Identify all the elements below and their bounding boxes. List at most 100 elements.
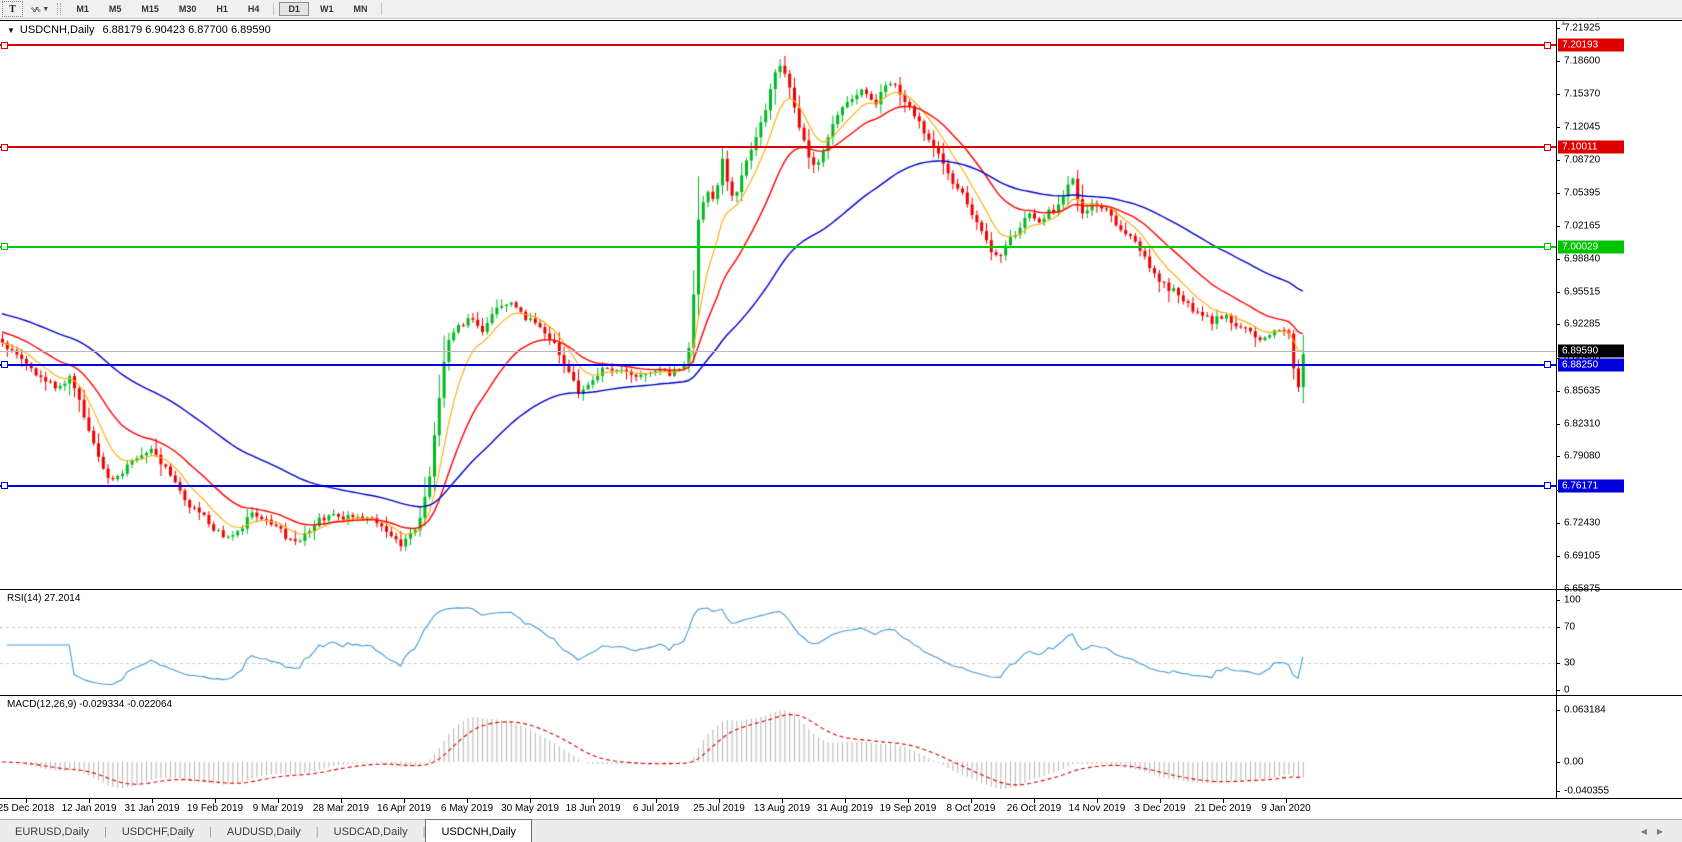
timeframe-button-m15[interactable]: M15 <box>141 4 159 14</box>
time-tick-mark <box>341 799 342 803</box>
price-tick-mark <box>1556 522 1560 524</box>
rsi-tick-mark <box>1556 663 1560 664</box>
time-axis-label: 9 Jan 2020 <box>1261 803 1311 814</box>
hline-support-lower[interactable] <box>0 484 1556 487</box>
tab-usdcad[interactable]: USDCAD,Daily <box>333 825 408 838</box>
collapse-chevron-icon[interactable]: ▼ <box>7 26 15 35</box>
time-axis-label: 13 Aug 2019 <box>753 803 811 814</box>
current-price-line <box>0 351 1556 353</box>
macd-indicator-label: MACD(12,26,9) -0.029334 -0.022064 <box>7 699 173 710</box>
time-tick-mark <box>656 799 657 803</box>
level-badge-7-10011: 7.10011 <box>1558 140 1624 154</box>
time-axis-label: 31 Jan 2019 <box>124 803 180 814</box>
arrow-objects-button[interactable]: ⇘⇖ ▼ <box>27 2 52 16</box>
hline-support-upper-handle[interactable] <box>1544 361 1551 369</box>
time-tick-mark <box>215 799 216 803</box>
timeframe-button-w1[interactable]: W1 <box>319 4 334 14</box>
timeframe-button-h4[interactable]: H4 <box>247 4 260 14</box>
hline-resistance-upper-handle[interactable] <box>1544 41 1551 49</box>
timeframe-button-d1[interactable]: D1 <box>279 2 309 16</box>
price-tick-label: 7.12045 <box>1564 121 1601 133</box>
hline-resistance-lower-handle[interactable] <box>1 143 8 151</box>
tab-usdchf[interactable]: USDCHF,Daily <box>121 825 194 838</box>
tab-separator: | <box>103 825 107 838</box>
timeframe-button-m1[interactable]: M1 <box>76 4 89 14</box>
time-tick-mark <box>593 799 594 803</box>
time-tick-mark <box>719 799 720 803</box>
macd-tick-mark <box>1556 762 1560 763</box>
rsi-tick-label: 70 <box>1564 621 1576 633</box>
level-badge-6-76171: 6.76171 <box>1558 479 1624 493</box>
timeframe-button-h1[interactable]: H1 <box>216 4 228 14</box>
price-tick-label: 7.08720 <box>1564 154 1601 166</box>
rsi-panel-separator[interactable] <box>0 589 1682 590</box>
tab-audusd[interactable]: AUDUSD,Daily <box>226 825 301 838</box>
price-tick-mark <box>1556 390 1560 392</box>
macd-panel-separator[interactable] <box>0 695 1682 696</box>
axis-scroll-up-icon[interactable]: ▲ <box>1560 20 1567 27</box>
time-tick-mark <box>782 799 783 803</box>
tab-eurusd[interactable]: EURUSD,Daily <box>15 825 89 838</box>
time-axis-label: 26 Oct 2019 <box>1006 803 1062 814</box>
hline-resistance-lower-handle[interactable] <box>1544 143 1551 151</box>
hline-resistance-upper-handle[interactable] <box>1 41 8 49</box>
price-tick-mark <box>1556 93 1560 95</box>
price-tick-label: 7.18600 <box>1564 55 1601 67</box>
tab-scroll-right-icon[interactable]: ▶ <box>1656 827 1663 836</box>
hline-support-lower-handle[interactable] <box>1 482 8 490</box>
price-tick-mark <box>1556 28 1560 29</box>
price-tick-mark <box>1556 225 1560 227</box>
time-tick-mark <box>467 799 468 803</box>
price-tick-label: 7.02165 <box>1564 220 1601 232</box>
time-axis-label: 9 Mar 2019 <box>252 803 304 814</box>
diagonal-arrows-icon: ⇘⇖ <box>30 4 41 14</box>
timeframe-button-mn[interactable]: MN <box>353 4 368 14</box>
time-axis-label: 6 Jul 2019 <box>632 803 680 814</box>
macd-tick-label: -0.040355 <box>1564 785 1610 797</box>
time-tick-mark <box>1034 799 1035 803</box>
hline-resistance-lower[interactable] <box>0 146 1556 149</box>
hline-resistance-upper[interactable] <box>0 44 1556 47</box>
text-tool-button[interactable]: T <box>2 1 23 17</box>
symbol-name: USDCNH,Daily <box>19 24 95 36</box>
time-axis-label: 3 Dec 2019 <box>1134 803 1186 814</box>
price-tick-mark <box>1556 258 1560 260</box>
macd-tick-mark <box>1556 791 1560 792</box>
tab-usdcnh[interactable]: USDCNH,Daily <box>425 819 533 842</box>
level-badge-7-20193: 7.20193 <box>1558 38 1624 52</box>
hline-pivot-green-handle[interactable] <box>1 243 8 251</box>
time-axis-label: 16 Apr 2019 <box>377 803 431 814</box>
time-axis-label: 19 Feb 2019 <box>186 803 244 814</box>
toolbar-grip <box>57 3 62 15</box>
timeframe-button-m30[interactable]: M30 <box>178 4 197 14</box>
price-axis-border <box>1556 20 1557 799</box>
hline-support-lower-handle[interactable] <box>1544 482 1551 490</box>
price-tick-label: 7.15370 <box>1564 88 1601 100</box>
rsi-tick-label: 100 <box>1564 594 1581 606</box>
time-tick-mark <box>278 799 279 803</box>
time-tick-mark <box>404 799 405 803</box>
hline-pivot-green[interactable] <box>0 245 1556 248</box>
time-axis-label: 25 Jul 2019 <box>693 803 745 814</box>
price-tick-mark <box>1556 357 1560 359</box>
time-tick-mark <box>26 799 27 803</box>
time-axis-label: 18 Jun 2019 <box>565 803 621 814</box>
chart-tab-bar: EURUSD,Daily | USDCHF,Daily | AUDUSD,Daily | U… <box>0 819 1682 842</box>
price-tick-mark <box>1556 556 1560 558</box>
hline-support-upper[interactable] <box>0 363 1556 366</box>
chart-bottom-border <box>0 798 1682 799</box>
price-tick-mark <box>1556 126 1560 128</box>
price-tick-mark <box>1556 292 1560 294</box>
hline-support-upper-handle[interactable] <box>1 361 8 369</box>
price-tick-mark <box>1556 324 1560 326</box>
time-tick-mark <box>971 799 972 803</box>
timeframe-button-m5[interactable]: M5 <box>108 4 122 14</box>
price-tick-mark <box>1556 424 1560 426</box>
hline-pivot-green-handle[interactable] <box>1544 243 1551 251</box>
tab-scroll-left-icon[interactable]: ◀ <box>1640 827 1647 836</box>
time-axis-label: 6 May 2019 <box>440 803 494 814</box>
price-tick-label: 6.85635 <box>1564 385 1601 397</box>
price-tick-label: 6.92285 <box>1564 318 1601 330</box>
toolbar: T ⇘⇖ ▼ M1 M5 M15 M30 H1 H4 D1 W1 MN <box>0 0 1682 19</box>
